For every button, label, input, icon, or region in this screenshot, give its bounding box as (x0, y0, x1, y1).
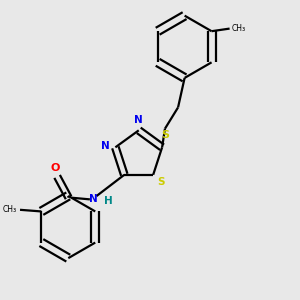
Text: N: N (134, 116, 143, 125)
Text: N: N (101, 141, 110, 151)
Text: N: N (89, 194, 98, 204)
Text: H: H (103, 196, 112, 206)
Text: O: O (51, 163, 60, 172)
Text: CH₃: CH₃ (231, 24, 245, 33)
Text: CH₃: CH₃ (3, 205, 17, 214)
Text: S: S (161, 130, 169, 140)
Text: S: S (157, 177, 165, 188)
